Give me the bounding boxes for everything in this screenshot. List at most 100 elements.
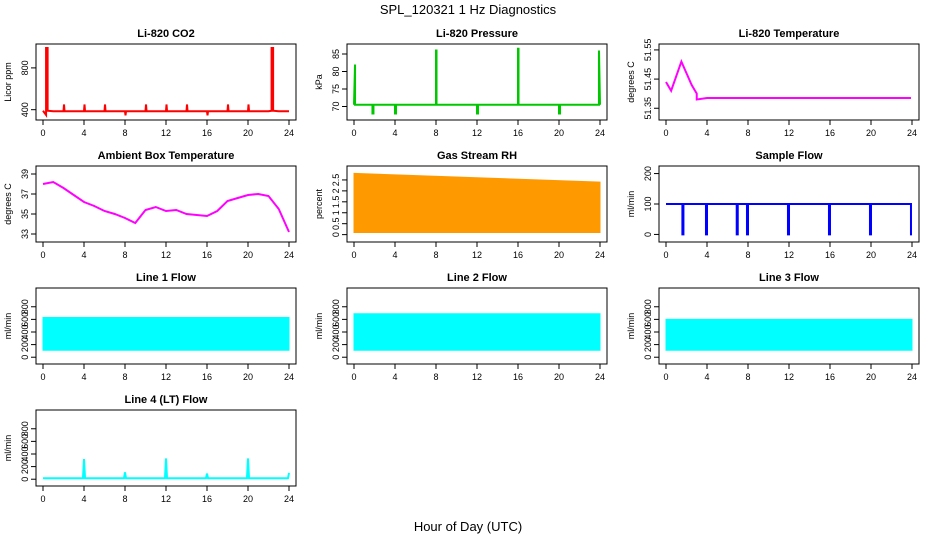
x-tick-label: 12 (472, 128, 482, 138)
x-tick-label: 8 (745, 128, 750, 138)
y-tick-label: 2 (331, 188, 341, 193)
x-tick-label: 20 (243, 128, 253, 138)
x-tick-label: 16 (202, 250, 212, 260)
x-tick-label: 12 (784, 128, 794, 138)
x-tick-label: 12 (161, 128, 171, 138)
x-tick-label: 4 (392, 128, 397, 138)
y-tick-label: 51.35 (643, 97, 653, 120)
x-tick-label: 24 (284, 128, 294, 138)
y-tick-label: 800 (331, 299, 341, 314)
x-tick-label: 20 (243, 494, 253, 504)
x-tick-label: 16 (513, 250, 523, 260)
x-tick-label: 24 (595, 128, 605, 138)
y-tick-label: 0.5 (331, 217, 341, 230)
x-tick-label: 0 (663, 372, 668, 382)
y-tick-label: 400 (20, 102, 30, 117)
y-tick-label: 200 (20, 337, 30, 352)
y-axis-label: ml/min (3, 435, 13, 462)
data-series-line (666, 203, 912, 236)
y-axis-label: ml/min (626, 313, 636, 340)
x-tick-label: 12 (784, 372, 794, 382)
y-tick-label: 200 (20, 459, 30, 474)
x-tick-label: 20 (866, 372, 876, 382)
x-tick-label: 8 (433, 372, 438, 382)
x-tick-label: 8 (745, 250, 750, 260)
x-tick-label: 0 (40, 372, 45, 382)
plot-frame (658, 43, 920, 121)
x-tick-label: 4 (704, 128, 709, 138)
y-tick-label: 70 (331, 101, 341, 111)
x-tick-label: 16 (825, 128, 835, 138)
x-tick-label: 16 (513, 128, 523, 138)
panel-title: Line 2 Flow (447, 272, 507, 284)
panel-title: Line 4 (LT) Flow (125, 394, 208, 406)
x-tick-label: 0 (351, 372, 356, 382)
y-tick-label: 0 (331, 232, 341, 237)
x-tick-label: 0 (663, 128, 668, 138)
y-tick-label: 0 (20, 477, 30, 482)
x-tick-label: 12 (472, 250, 482, 260)
panel-title: Ambient Box Temperature (98, 150, 235, 162)
y-tick-label: 200 (331, 337, 341, 352)
x-tick-label: 24 (907, 250, 917, 260)
x-tick-label: 24 (907, 372, 917, 382)
panel-title: Li-820 Temperature (739, 28, 840, 40)
plot-frame (35, 165, 297, 243)
x-tick-label: 0 (663, 250, 668, 260)
x-tick-label: 12 (784, 250, 794, 260)
x-tick-label: 8 (122, 250, 127, 260)
y-tick-label: 37 (20, 189, 30, 199)
y-axis-label: ml/min (626, 191, 636, 218)
x-tick-label: 4 (704, 250, 709, 260)
data-band (42, 316, 290, 351)
panel-title: Li-820 Pressure (436, 28, 518, 40)
x-tick-label: 16 (202, 494, 212, 504)
y-tick-label: 600 (331, 312, 341, 327)
x-tick-label: 24 (595, 372, 605, 382)
x-tick-label: 12 (161, 250, 171, 260)
x-tick-label: 4 (81, 494, 86, 504)
x-tick-label: 20 (866, 250, 876, 260)
x-tick-label: 20 (554, 128, 564, 138)
panel-3: Li-820 Temperature 0 4 8 12 16 20 24 51.35 51.45 5… (626, 28, 920, 138)
panel-title: Li-820 CO2 (137, 28, 194, 40)
y-tick-label: 200 (643, 337, 653, 352)
x-tick-label: 12 (161, 372, 171, 382)
x-tick-label: 0 (40, 494, 45, 504)
x-tick-label: 24 (595, 250, 605, 260)
y-tick-label: 200 (643, 166, 653, 181)
y-tick-label: 800 (643, 299, 653, 314)
x-tick-label: 0 (351, 128, 356, 138)
x-tick-label: 8 (745, 372, 750, 382)
y-tick-label: 85 (331, 49, 341, 59)
x-tick-label: 20 (243, 372, 253, 382)
x-tick-label: 16 (202, 372, 212, 382)
x-tick-label: 0 (40, 250, 45, 260)
x-tick-label: 4 (81, 128, 86, 138)
x-tick-label: 16 (825, 250, 835, 260)
y-tick-label: 0 (643, 232, 653, 237)
x-tick-label: 8 (122, 494, 127, 504)
panel-4: Ambient Box Temperature 0 4 8 12 16 20 24 33 35 37… (3, 150, 297, 260)
x-tick-label: 20 (243, 250, 253, 260)
data-series-line (42, 180, 290, 233)
y-tick-label: 100 (643, 196, 653, 211)
x-tick-label: 4 (704, 372, 709, 382)
x-tick-label: 24 (284, 250, 294, 260)
y-tick-label: 1 (331, 210, 341, 215)
y-tick-label: 800 (20, 421, 30, 436)
data-series-line (353, 47, 601, 115)
y-tick-label: 51.45 (643, 68, 653, 91)
y-tick-label: 35 (20, 209, 30, 219)
y-axis-label: Licor ppm (3, 62, 13, 102)
y-axis-label: degrees C (626, 61, 636, 103)
panel-title: Gas Stream RH (437, 150, 517, 162)
y-tick-label: 0 (331, 355, 341, 360)
panel-title: Line 1 Flow (136, 272, 196, 284)
panel-1: Li-820 CO2 0 4 8 12 16 20 24 400 800 Licor ppm (3, 28, 297, 138)
y-tick-label: 1.5 (331, 196, 341, 209)
data-band (353, 313, 601, 351)
